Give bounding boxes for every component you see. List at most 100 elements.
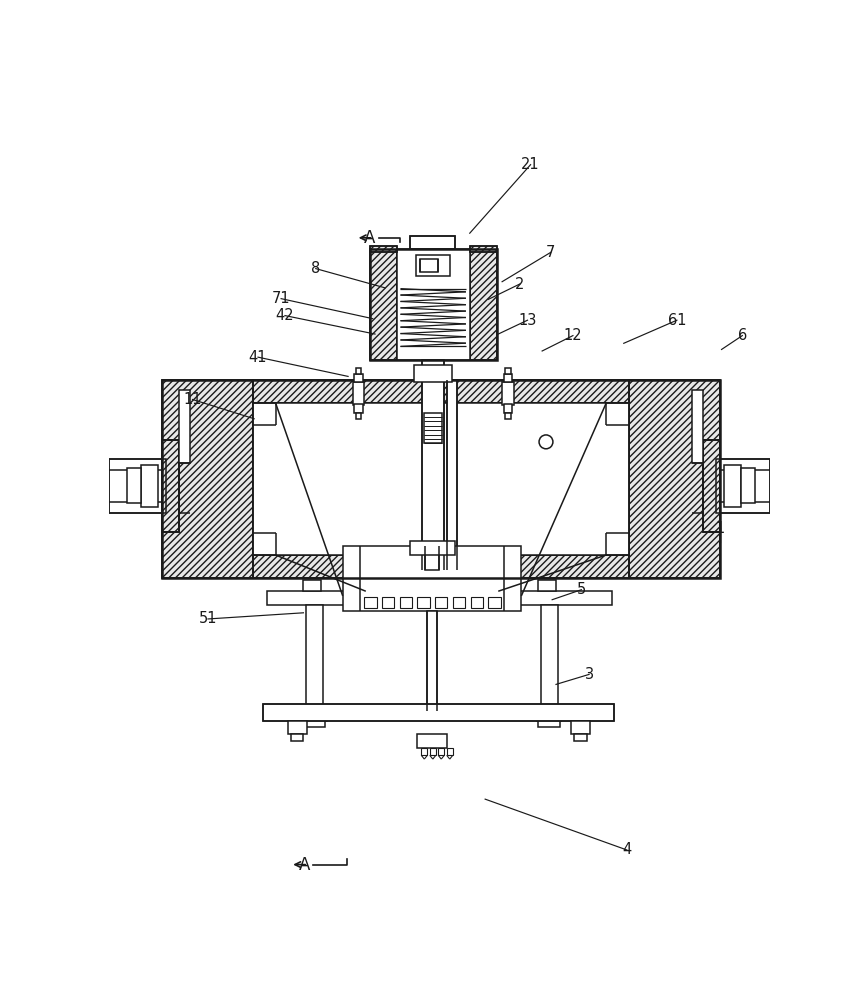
Bar: [162, 380, 720, 578]
Bar: [469, 249, 497, 360]
Bar: [356, 413, 361, 419]
Bar: [382, 597, 395, 608]
Bar: [575, 734, 587, 741]
Bar: [740, 468, 755, 503]
Bar: [291, 734, 304, 741]
Bar: [703, 440, 720, 532]
Bar: [162, 380, 252, 578]
Bar: [504, 404, 512, 413]
Bar: [252, 380, 629, 403]
Bar: [370, 249, 497, 360]
Bar: [365, 597, 377, 608]
Bar: [252, 555, 629, 578]
Bar: [629, 380, 720, 578]
Bar: [420, 259, 438, 272]
Bar: [425, 546, 439, 570]
Text: 12: 12: [564, 328, 583, 343]
Bar: [469, 246, 497, 252]
Text: 1: 1: [716, 521, 725, 536]
Bar: [252, 555, 629, 578]
Text: 6: 6: [738, 328, 747, 343]
Bar: [424, 413, 442, 443]
Bar: [469, 249, 497, 360]
Bar: [426, 611, 438, 711]
Text: 71: 71: [272, 291, 290, 306]
Bar: [141, 465, 158, 507]
Bar: [422, 360, 444, 570]
Bar: [400, 597, 412, 608]
Bar: [716, 459, 770, 513]
Bar: [504, 374, 512, 382]
Bar: [430, 748, 436, 755]
Bar: [410, 235, 455, 249]
Bar: [252, 403, 629, 555]
Text: 11: 11: [184, 392, 202, 407]
Bar: [410, 541, 455, 555]
Bar: [267, 591, 613, 605]
Bar: [469, 246, 497, 252]
Bar: [537, 711, 561, 721]
Bar: [356, 368, 361, 374]
Text: 51: 51: [199, 611, 217, 626]
Bar: [417, 734, 447, 748]
Bar: [703, 440, 720, 532]
Bar: [410, 235, 455, 249]
Bar: [342, 546, 522, 611]
Bar: [438, 748, 444, 755]
Bar: [571, 721, 590, 734]
Bar: [110, 459, 166, 513]
Bar: [370, 249, 396, 360]
Bar: [110, 459, 166, 513]
Text: 3: 3: [584, 667, 594, 682]
Bar: [447, 748, 453, 755]
Bar: [370, 246, 396, 252]
Bar: [435, 597, 447, 608]
Bar: [538, 720, 559, 727]
Bar: [537, 580, 556, 591]
Bar: [162, 380, 252, 578]
Bar: [370, 246, 396, 252]
Bar: [303, 580, 321, 591]
Bar: [127, 468, 141, 503]
Bar: [703, 440, 720, 532]
Bar: [421, 748, 427, 755]
Bar: [162, 440, 178, 532]
Bar: [162, 440, 178, 532]
Bar: [353, 382, 365, 405]
Bar: [470, 597, 483, 608]
Text: 8: 8: [311, 261, 320, 276]
Bar: [541, 605, 558, 711]
Text: 2: 2: [515, 277, 524, 292]
Text: 61: 61: [668, 313, 686, 328]
Bar: [370, 249, 396, 360]
Text: 41: 41: [249, 350, 267, 365]
Bar: [302, 711, 327, 721]
Bar: [304, 720, 325, 727]
Text: 42: 42: [275, 308, 294, 323]
Bar: [416, 255, 450, 276]
Bar: [178, 389, 190, 463]
Text: 13: 13: [518, 313, 537, 328]
Bar: [724, 465, 740, 507]
Bar: [505, 368, 511, 374]
Bar: [263, 704, 613, 721]
Text: 5: 5: [577, 582, 586, 597]
Bar: [417, 597, 430, 608]
Bar: [354, 404, 363, 413]
Bar: [505, 413, 511, 419]
Text: 4: 4: [622, 842, 631, 857]
Bar: [488, 597, 500, 608]
Bar: [629, 380, 720, 578]
Bar: [396, 249, 469, 360]
Bar: [263, 704, 613, 721]
Bar: [414, 365, 452, 382]
Bar: [162, 440, 178, 532]
Bar: [453, 597, 465, 608]
Text: A: A: [299, 856, 310, 874]
Bar: [354, 374, 363, 382]
Bar: [252, 380, 629, 403]
Text: A: A: [364, 229, 375, 247]
Bar: [305, 605, 323, 711]
Bar: [502, 382, 514, 405]
Bar: [692, 389, 703, 463]
